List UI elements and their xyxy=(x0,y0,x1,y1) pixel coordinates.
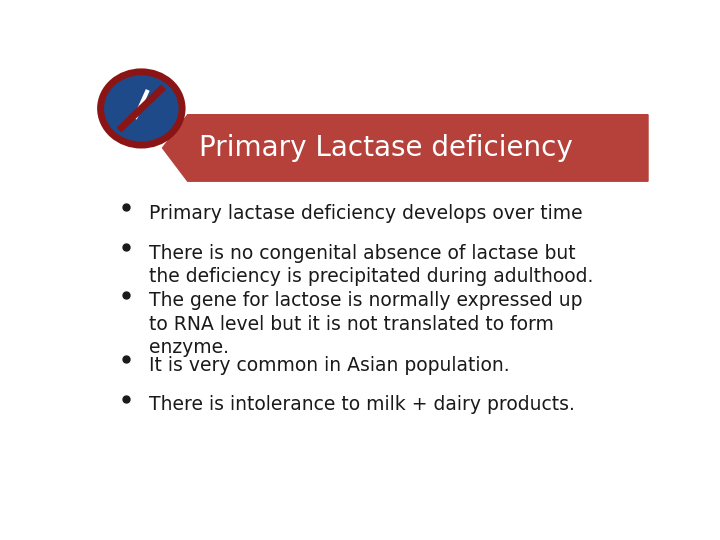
Polygon shape xyxy=(163,114,648,181)
Text: Primary Lactase deficiency: Primary Lactase deficiency xyxy=(199,134,572,162)
Text: There is no congenital absence of lactase but
the deficiency is precipitated dur: There is no congenital absence of lactas… xyxy=(148,244,593,286)
Text: There is intolerance to milk + dairy products.: There is intolerance to milk + dairy pro… xyxy=(148,395,575,414)
Text: The gene for lactose is normally expressed up
to RNA level but it is not transla: The gene for lactose is normally express… xyxy=(148,292,582,357)
Text: It is very common in Asian population.: It is very common in Asian population. xyxy=(148,356,509,375)
Text: Primary lactase deficiency develops over time: Primary lactase deficiency develops over… xyxy=(148,204,582,223)
Ellipse shape xyxy=(101,72,182,145)
